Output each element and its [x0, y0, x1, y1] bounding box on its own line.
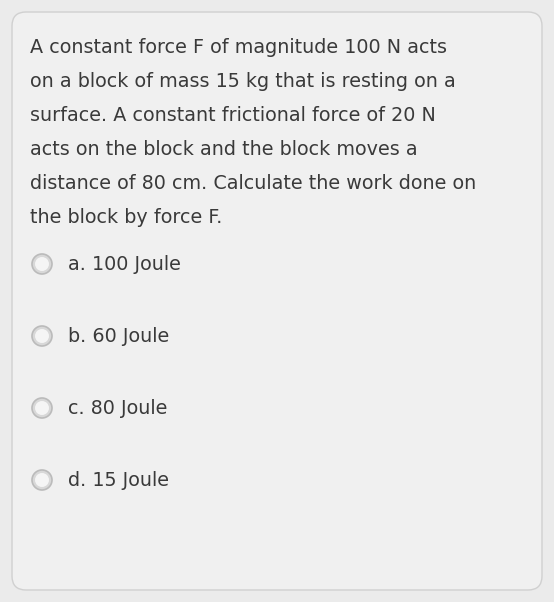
Circle shape [35, 401, 49, 415]
Text: surface. A constant frictional force of 20 N: surface. A constant frictional force of … [30, 106, 436, 125]
Circle shape [35, 257, 49, 271]
Text: b. 60 Joule: b. 60 Joule [68, 326, 170, 346]
Circle shape [32, 470, 52, 490]
Circle shape [32, 254, 52, 274]
Circle shape [35, 329, 49, 343]
Text: a. 100 Joule: a. 100 Joule [68, 255, 181, 273]
Circle shape [32, 326, 52, 346]
FancyBboxPatch shape [12, 12, 542, 590]
Text: on a block of mass 15 kg that is resting on a: on a block of mass 15 kg that is resting… [30, 72, 456, 91]
Text: d. 15 Joule: d. 15 Joule [68, 471, 169, 489]
Circle shape [32, 398, 52, 418]
Text: c. 80 Joule: c. 80 Joule [68, 399, 167, 418]
Text: the block by force F.: the block by force F. [30, 208, 222, 227]
Circle shape [35, 473, 49, 487]
Text: distance of 80 cm. Calculate the work done on: distance of 80 cm. Calculate the work do… [30, 174, 476, 193]
Text: acts on the block and the block moves a: acts on the block and the block moves a [30, 140, 418, 159]
Text: A constant force F of magnitude 100 N acts: A constant force F of magnitude 100 N ac… [30, 38, 447, 57]
